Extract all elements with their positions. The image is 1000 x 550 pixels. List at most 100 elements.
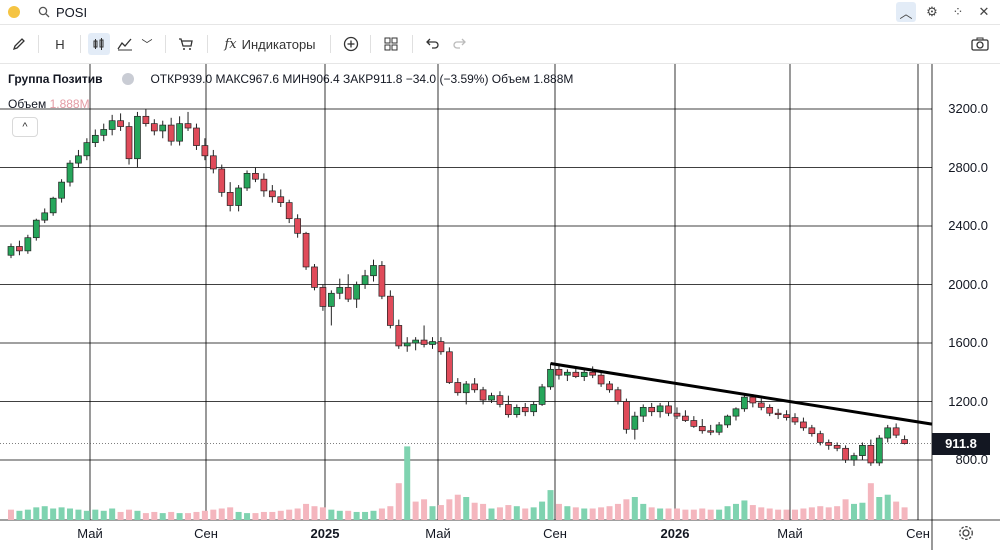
volume-bar — [463, 497, 470, 520]
candle-body — [901, 439, 908, 444]
candle-body — [446, 351, 453, 383]
volume-bar — [126, 509, 133, 520]
volume-bar — [387, 506, 394, 520]
volume-bar — [92, 509, 99, 520]
chart-type-dropdown[interactable]: ﹀ — [138, 33, 156, 55]
candle-body — [24, 237, 32, 252]
candle-body — [167, 124, 175, 142]
gear-icon: ⚙ — [926, 4, 938, 19]
candle-body — [353, 284, 360, 300]
candle-body — [83, 142, 91, 157]
candle-body — [572, 371, 580, 377]
candle-body — [724, 415, 731, 426]
volume-bar — [100, 510, 107, 520]
volume-label: Объем — [8, 97, 47, 111]
candle-body — [547, 368, 554, 388]
candle-body — [302, 232, 310, 268]
settings-icon — [959, 526, 973, 540]
redo-button[interactable] — [448, 33, 470, 55]
candle-body — [471, 383, 478, 391]
candle-body — [808, 427, 816, 435]
screenshot-button[interactable] — [968, 33, 992, 55]
candle-body — [757, 402, 765, 408]
candle-body — [462, 383, 470, 394]
volume-bar — [345, 510, 352, 520]
volume-bar — [185, 513, 192, 520]
layouts-button[interactable] — [380, 33, 402, 55]
indicators-button[interactable]: fx Индикаторы — [218, 33, 322, 55]
volume-bar — [505, 505, 512, 520]
candle-body — [108, 120, 116, 130]
volume-bar — [893, 501, 900, 520]
candle-body — [623, 401, 630, 430]
volume-bar — [581, 508, 588, 520]
volume-bar — [303, 503, 310, 520]
volume-bar — [623, 499, 630, 520]
volume-bar — [522, 508, 529, 520]
chevron-up-icon: ︿ — [899, 5, 913, 21]
time-tick-label: Май — [77, 526, 103, 541]
volume-bar — [404, 446, 411, 520]
collapse-legend-button[interactable]: ^ — [12, 117, 38, 137]
eye-icon[interactable] — [122, 73, 135, 85]
volume-bar — [665, 508, 672, 520]
undo-button[interactable] — [422, 33, 444, 55]
volume-bar — [496, 507, 503, 520]
volume-bar — [109, 508, 116, 520]
chevron-down-icon: ﹀ — [141, 39, 153, 51]
candle-body — [49, 197, 57, 214]
fx-icon: fx — [224, 36, 237, 52]
candle-body — [538, 386, 546, 405]
candle-body — [420, 339, 428, 345]
candle-body — [825, 442, 833, 446]
volume-bar — [151, 511, 158, 520]
volume-bar — [362, 511, 369, 520]
collapse-up-button[interactable]: ︿ — [896, 2, 916, 22]
camera-icon — [971, 37, 989, 51]
price-tick-label: 2000.0 — [948, 276, 988, 292]
candle-body — [682, 415, 689, 421]
chart-legend: Группа Позитив ОТКР939.0 МАКС967.6 МИН90… — [8, 72, 573, 86]
cart-icon — [179, 38, 193, 50]
volume-bar — [446, 499, 453, 520]
pencil-icon — [12, 38, 25, 51]
symbol-search[interactable]: POSI — [38, 3, 87, 21]
price-chart[interactable] — [0, 64, 1000, 550]
candle-body — [66, 162, 74, 183]
candles-button[interactable] — [88, 33, 110, 55]
trade-button[interactable] — [175, 33, 197, 55]
candle-body — [698, 426, 706, 432]
candle-body — [707, 430, 715, 433]
volume-bar — [117, 511, 124, 520]
volume-bar — [682, 509, 689, 520]
candle-body — [260, 178, 268, 192]
candle-body — [235, 187, 242, 206]
volume-bar — [244, 513, 251, 520]
settings-button[interactable]: ⚙ — [922, 2, 942, 22]
close-button[interactable]: ✕ — [974, 2, 994, 22]
volume-legend: Объем 1.888M — [8, 97, 90, 111]
candle-body — [597, 374, 605, 385]
candle-body — [665, 405, 672, 414]
candle-body — [884, 427, 892, 439]
volume-bar — [572, 507, 579, 520]
candle-body — [41, 212, 49, 221]
candles-icon — [93, 38, 104, 50]
candle-body — [193, 127, 200, 146]
volume-bar — [159, 513, 166, 520]
chart-settings-button[interactable] — [958, 525, 974, 544]
candle-body — [690, 420, 698, 427]
candle-body — [867, 445, 875, 464]
draw-button[interactable] — [8, 33, 30, 55]
instrument-name: Группа Позитив — [8, 72, 103, 86]
layout-button[interactable]: ⁘ — [948, 2, 968, 22]
candle-body — [319, 287, 327, 307]
candle-body — [774, 412, 782, 416]
candle-body — [580, 371, 588, 377]
volume-bar — [539, 501, 546, 520]
compare-button[interactable] — [340, 33, 362, 55]
area-chart-button[interactable] — [114, 33, 136, 55]
interval-button[interactable]: H — [55, 36, 65, 52]
volume-bar — [749, 505, 756, 520]
volume-bar — [851, 503, 857, 520]
